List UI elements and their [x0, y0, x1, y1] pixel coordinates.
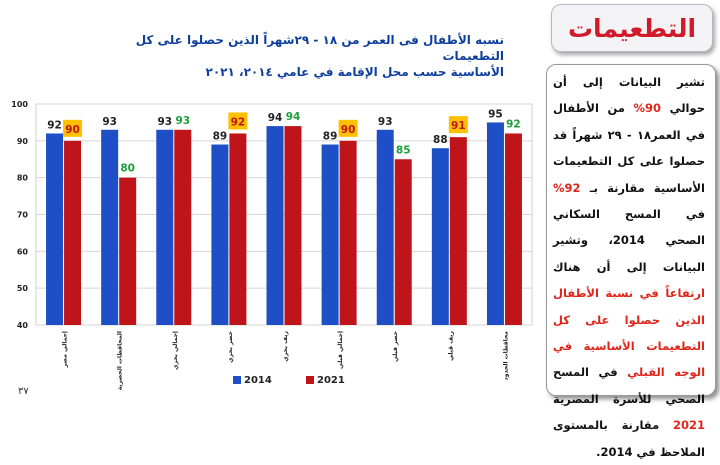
side-text-highlight: ارتفاعاً في نسبة الأطفال الذين حصلوا على… — [553, 286, 706, 380]
side-text-part: في المسح السكاني الصحي 2014، وتشير البيا… — [553, 207, 705, 274]
side-text-part: في المسح الصحي للأسرة المصرية — [553, 365, 705, 406]
category-label: إجمالي مصر — [62, 331, 69, 368]
side-text-highlight: 2021 — [672, 418, 705, 433]
bar-label-2014: 94 — [268, 112, 283, 124]
side-text-part: من الأطفال في العمر١٨ - ٢٩ شهراً قد حصلو… — [553, 101, 705, 195]
bar-2021 — [64, 140, 82, 325]
category-label: المحافظات الحضرية — [117, 331, 124, 390]
legend-swatch-2014 — [233, 376, 241, 384]
bar-2021 — [119, 177, 137, 325]
category-label: ريف قبلي — [447, 330, 454, 360]
y-tick-label: 40 — [17, 321, 29, 330]
bar-2021 — [449, 137, 467, 325]
bar-2014 — [486, 122, 504, 326]
page-number: ٣٧ — [18, 386, 29, 397]
chart-title: نسبه الأطفال فى العمر من ١٨ - ٢٩شهراً ال… — [80, 32, 504, 80]
legend-swatch-2021 — [306, 376, 314, 384]
bar-label-box — [448, 116, 468, 134]
bar-2014 — [266, 126, 284, 325]
header-title-box: التطعيمات — [551, 4, 713, 52]
bar-label-box — [228, 112, 248, 130]
side-text-highlight: 92% — [553, 180, 581, 195]
y-tick-label: 60 — [17, 247, 29, 256]
bar-label-2014: 93 — [378, 116, 393, 128]
category-label: حضر بحري — [227, 331, 234, 363]
bar-label-2014: 89 — [213, 131, 228, 143]
bar-label-2014: 95 — [488, 108, 503, 120]
y-tick-label: 100 — [11, 100, 28, 109]
bar-label-2014: 89 — [323, 131, 338, 143]
bar-2014 — [211, 144, 229, 325]
bar-label-2014: 92 — [47, 119, 62, 131]
bar-label-2021: 93 — [175, 115, 190, 127]
y-tick-label: 50 — [17, 284, 29, 293]
bar-2021 — [394, 159, 412, 325]
bar-2021 — [174, 129, 192, 325]
category-label: حضر قبلي — [392, 331, 399, 362]
bar-2021 — [229, 133, 247, 325]
bar-label-2014: 93 — [102, 116, 117, 128]
bar-2021 — [504, 133, 522, 325]
bar-label-2021: 94 — [286, 111, 301, 123]
category-label: محافظات الحدود — [502, 331, 509, 381]
category-label: إجمالي بحري — [172, 331, 179, 370]
bar-label-box — [338, 119, 358, 137]
bar-label-2014: 93 — [157, 116, 172, 128]
y-tick-label: 90 — [17, 137, 29, 146]
bar-2021 — [284, 126, 302, 325]
y-tick-label: 70 — [17, 211, 29, 220]
chart-title-line2: الأساسية حسب محل الإقامة في عامي ٢٠١٤، ٢… — [205, 65, 504, 79]
legend-label-2014: 2014 — [244, 375, 272, 386]
bar-label-2021: 80 — [120, 163, 135, 175]
bar-label-2021: 85 — [396, 144, 411, 156]
bar-label-box — [63, 119, 83, 137]
category-label: إجمالي قبلي — [337, 331, 344, 369]
y-tick-label: 80 — [17, 174, 29, 183]
legend-label-2021: 2021 — [317, 375, 345, 386]
bar-label-2021: 92 — [231, 116, 246, 128]
bar-2014 — [101, 129, 119, 325]
category-label: ريف بحري — [282, 330, 289, 361]
bar-2014 — [376, 129, 394, 325]
bar-2014 — [431, 148, 449, 325]
side-text-highlight: 90% — [633, 101, 662, 116]
chart-title-line1: نسبه الأطفال فى العمر من ١٨ - ٢٩شهراً ال… — [135, 33, 504, 63]
bar-label-2021: 90 — [341, 124, 356, 136]
header-title: التطعيمات — [567, 13, 697, 43]
bar-2014 — [46, 133, 64, 325]
bar-2014 — [156, 129, 174, 325]
bar-2021 — [339, 140, 357, 325]
side-paragraph: تشير البيانات إلى أن حوالي 90% من الأطفا… — [553, 69, 705, 465]
bar-label-2021: 92 — [506, 118, 521, 130]
bar-label-2021: 90 — [65, 124, 80, 136]
bar-label-2021: 91 — [451, 120, 466, 132]
side-text-part: تشير البيانات إلى أن حوالي — [553, 75, 705, 116]
side-text-box: تشير البيانات إلى أن حوالي 90% من الأطفا… — [546, 64, 716, 459]
bar-label-2014: 88 — [433, 134, 448, 146]
bar-2014 — [321, 144, 339, 325]
